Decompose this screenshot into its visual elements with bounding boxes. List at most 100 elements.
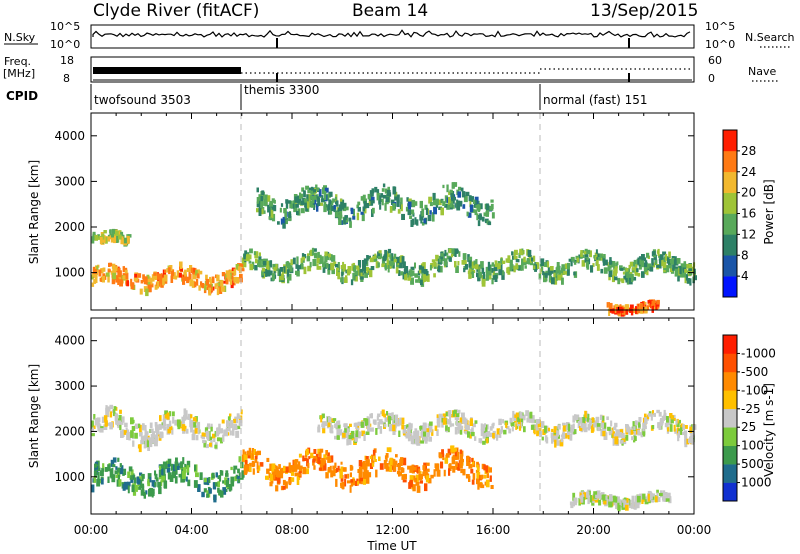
echo-cell [174, 476, 178, 484]
echo-cell [560, 270, 564, 275]
y-tick-label: 1000 [54, 470, 85, 484]
echo-cell [238, 415, 243, 423]
echo-cell [401, 424, 405, 430]
echo-cell [193, 480, 198, 488]
echo-cell [144, 425, 147, 431]
echo-cell [665, 253, 668, 261]
echo-cell [226, 420, 229, 428]
echo-cell [444, 249, 447, 257]
echo-cell [178, 473, 182, 478]
echo-cell [371, 207, 375, 214]
echo-cell [394, 422, 397, 429]
echo-cell [455, 461, 458, 468]
echo-cell [302, 455, 305, 462]
echo-cell [385, 197, 390, 203]
echo-cell [401, 213, 405, 220]
echo-cell [426, 428, 430, 433]
echo-cell [313, 449, 317, 454]
echo-cell [400, 204, 403, 212]
echo-cell [288, 211, 292, 218]
echo-cell [380, 193, 384, 198]
echo-cell [544, 272, 548, 278]
echo-cell [468, 268, 472, 273]
echo-cell [415, 437, 420, 445]
echo-cell [170, 463, 174, 471]
echo-cell [489, 426, 493, 431]
echo-cell [375, 261, 379, 269]
echo-cell [634, 420, 638, 426]
echo-cell [260, 201, 264, 209]
echo-cell [485, 424, 488, 432]
colorbar-tick-label: 500 [741, 457, 764, 471]
echo-cell [685, 263, 689, 269]
echo-cell [354, 270, 359, 276]
echo-cell [323, 191, 327, 195]
echo-cell [514, 255, 518, 260]
echo-cell [319, 202, 323, 206]
echo-cell [539, 258, 544, 263]
echo-cell [281, 274, 284, 281]
echo-cell [669, 259, 672, 264]
echo-cell [97, 472, 100, 480]
echo-cell [598, 499, 602, 506]
colorbar-swatch [723, 427, 737, 446]
echo-cell [465, 424, 470, 431]
echo-cell [160, 277, 164, 285]
echo-cell [101, 276, 105, 283]
echo-cell [365, 431, 370, 435]
echo-cell [196, 421, 201, 430]
echo-cell [529, 261, 533, 266]
echo-cell [352, 273, 356, 281]
echo-cell [288, 465, 292, 473]
echo-cell [637, 273, 641, 277]
echo-cell [438, 206, 443, 210]
nsky-tick-bottom: 10^0 [50, 38, 80, 51]
echo-cell [659, 421, 663, 426]
echo-cell [247, 454, 252, 459]
echo-cell [396, 194, 400, 203]
echo-cell [684, 277, 687, 284]
echo-cell [395, 267, 399, 274]
echo-cell [662, 258, 666, 263]
echo-cell [536, 430, 539, 437]
echo-cell [218, 286, 223, 294]
echo-cell [212, 286, 215, 291]
echo-cell [182, 457, 185, 465]
echo-cell [137, 444, 142, 449]
echo-cell [394, 196, 398, 201]
echo-cell [157, 278, 160, 283]
echo-cell [656, 299, 660, 305]
echo-cell [347, 439, 352, 445]
date-title: 13/Sep/2015 [590, 1, 698, 21]
echo-cell [642, 431, 646, 435]
echo-cell [362, 461, 366, 465]
echo-cell [462, 416, 465, 424]
echo-cell [162, 277, 165, 286]
echo-cell [331, 268, 335, 275]
echo-cell [611, 427, 614, 435]
echo-cell [258, 194, 261, 201]
echo-cell [467, 212, 472, 218]
echo-cell [469, 434, 472, 439]
echo-cell [285, 466, 290, 473]
echo-cell [446, 203, 450, 210]
echo-cell [644, 417, 648, 425]
echo-cell [235, 474, 239, 479]
echo-cell [498, 418, 502, 426]
echo-cell [184, 416, 189, 420]
echo-cell [621, 436, 626, 442]
echo-cell [479, 213, 482, 221]
echo-cell [390, 253, 394, 261]
echo-cell [220, 437, 223, 444]
echo-cell [171, 427, 174, 435]
echo-cell [496, 434, 499, 441]
echo-cell [154, 434, 159, 443]
echo-cell [315, 453, 319, 459]
echo-cell [361, 430, 365, 437]
echo-cell [100, 237, 103, 245]
echo-cell [330, 205, 335, 212]
echo-cell [638, 256, 643, 260]
echo-cell [671, 258, 675, 262]
echo-cell [186, 276, 190, 280]
